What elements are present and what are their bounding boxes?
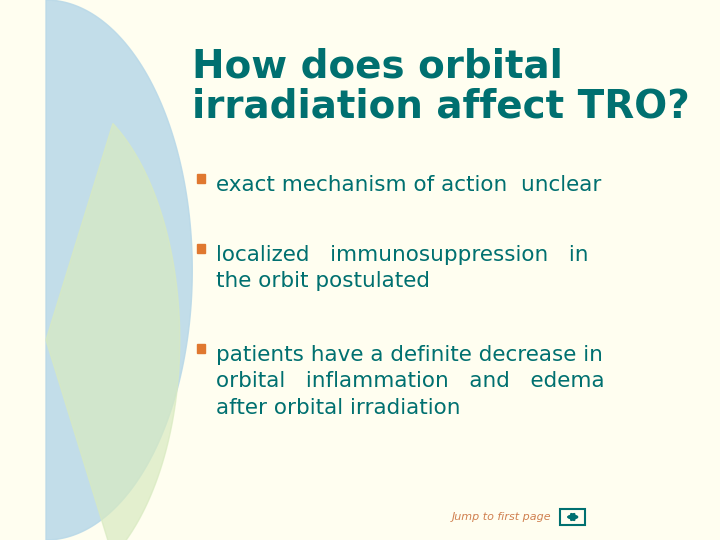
Text: irradiation affect TRO?: irradiation affect TRO? [192,87,690,125]
Text: localized   immunosuppression   in
the orbit postulated: localized immunosuppression in the orbit… [216,245,588,292]
Bar [197,244,205,253]
Bar [197,174,205,183]
Text: patients have a definite decrease in
orbital   inflammation   and   edema
after : patients have a definite decrease in orb… [216,345,604,418]
Polygon shape [46,124,180,540]
Text: How does orbital: How does orbital [192,47,563,85]
Text: Jump to first page: Jump to first page [452,512,552,522]
Text: exact mechanism of action  unclear: exact mechanism of action unclear [216,175,601,195]
Bar [197,344,205,353]
Polygon shape [46,0,192,540]
